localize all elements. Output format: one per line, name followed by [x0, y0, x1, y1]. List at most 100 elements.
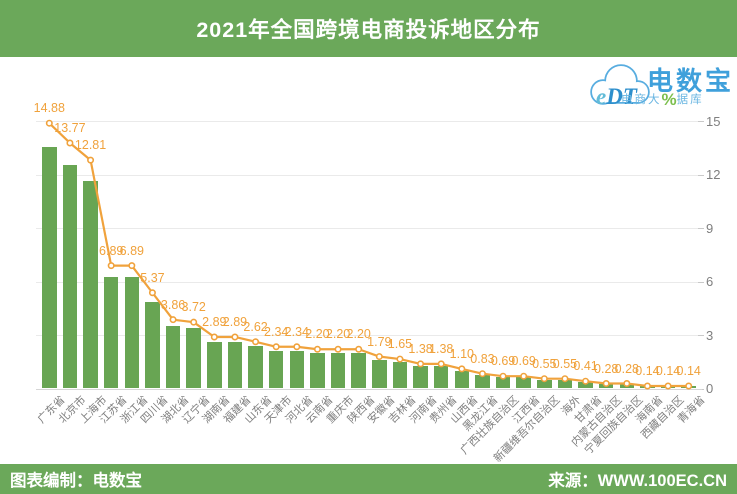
y-tick-label: 6 [706, 274, 714, 290]
chart-title: 2021年全国跨境电商投诉地区分布 [196, 18, 541, 42]
footer-source: 来源：WWW.100EC.CN [548, 472, 727, 490]
line-marker [272, 343, 280, 351]
value-label: 0.14 [676, 364, 701, 378]
bar [351, 352, 366, 389]
line-marker [355, 345, 363, 353]
bar [392, 361, 408, 389]
y-tick-mark [698, 121, 704, 123]
footer-credit: 图表编制：电数宝 [10, 472, 142, 490]
value-label: 2.20 [346, 327, 371, 342]
brand-name: 电数宝 [647, 66, 735, 96]
line-marker [128, 262, 136, 270]
chart-header: 2021年全国跨境电商投诉地区分布 [0, 0, 737, 57]
bar [310, 352, 325, 389]
y-tick-mark [698, 281, 704, 283]
value-label: 2.34 [284, 324, 309, 339]
value-label: 0.83 [470, 351, 495, 366]
tagline-prefix: 电商大 [621, 94, 662, 106]
brand-logo: eDT 电数宝 电商大 % 据库 [583, 57, 737, 115]
line-marker [334, 345, 342, 353]
chart-footer: 图表编制：电数宝 来源：WWW.100EC.CN [0, 464, 737, 494]
bar [227, 341, 243, 389]
value-label: 2.34 [264, 324, 289, 339]
value-label: 1.79 [367, 334, 392, 349]
bar [42, 147, 57, 389]
bar [413, 366, 428, 389]
value-label: 0.14 [635, 364, 660, 378]
bar [640, 386, 655, 389]
logo-e: e [596, 84, 606, 109]
line-marker [87, 156, 95, 164]
value-label: 1.10 [449, 346, 474, 361]
bar [62, 165, 78, 389]
value-label: 1.65 [387, 337, 413, 352]
value-label: 0.69 [490, 354, 516, 369]
line-marker [293, 343, 301, 351]
value-label: 0.69 [511, 354, 536, 369]
bar [83, 180, 98, 389]
value-label: 2.20 [325, 327, 351, 342]
y-tick-mark [698, 335, 704, 336]
bar [578, 381, 593, 389]
bar [557, 379, 573, 389]
bar [660, 386, 676, 389]
logo-dt: DT [605, 84, 638, 109]
line-marker [190, 318, 198, 326]
line-marker [107, 262, 115, 270]
value-label: 6.89 [99, 243, 124, 258]
bar [248, 346, 263, 389]
bar [186, 328, 201, 389]
bar [454, 370, 470, 389]
line-marker [169, 316, 177, 324]
brand-tagline: 电商大 % 据库 [621, 91, 704, 108]
y-tick-label: 12 [706, 167, 721, 183]
cloud-logo-icon: eDT [590, 64, 650, 109]
value-label: 6.89 [119, 243, 144, 258]
y-tick-mark [698, 174, 704, 176]
tagline-suffix: 据库 [676, 94, 704, 106]
value-label: 5.37 [140, 270, 165, 285]
value-label: 2.89 [222, 314, 248, 329]
value-label: 2.62 [243, 319, 268, 334]
value-label: 0.28 [614, 361, 639, 376]
cloud-logo-text: eDT [596, 84, 638, 109]
line-marker [252, 338, 260, 346]
plot-area: 0 3 6 9 12 15 14.88 13.77 12.81 6.89 6.89 5.37 3.86 3… [0, 57, 737, 465]
bar [598, 383, 614, 389]
line-marker [66, 139, 74, 147]
gridline [36, 174, 702, 176]
value-label: 2.89 [202, 314, 227, 329]
bar [516, 377, 531, 389]
bar [330, 352, 346, 389]
line-marker [313, 345, 321, 353]
value-label: 0.14 [655, 364, 681, 378]
bar [289, 350, 305, 389]
bar [268, 350, 284, 389]
y-tick-label: 0 [706, 381, 714, 396]
x-axis-line [36, 388, 702, 390]
value-label: 12.81 [74, 138, 107, 153]
gridline [36, 121, 702, 123]
y-tick-label: 9 [706, 220, 714, 236]
bar [475, 375, 490, 389]
bar [537, 379, 552, 389]
value-label: 14.88 [33, 101, 65, 116]
value-label: 2.20 [305, 327, 330, 342]
y-tick-label: 3 [706, 327, 714, 343]
bar [124, 276, 140, 389]
bar [681, 386, 696, 389]
value-label: 0.55 [532, 356, 557, 371]
value-label: 1.38 [429, 341, 454, 356]
bar [207, 341, 222, 389]
value-label: 3.72 [181, 300, 206, 315]
bar [103, 276, 119, 389]
value-label: 0.55 [552, 356, 578, 371]
value-label: 3.86 [160, 297, 186, 312]
bar [495, 377, 511, 389]
gridline [36, 228, 702, 230]
line-marker [375, 353, 383, 361]
y-tick-mark [698, 228, 704, 230]
value-label: 0.28 [594, 361, 619, 376]
value-label: 1.38 [408, 341, 433, 356]
